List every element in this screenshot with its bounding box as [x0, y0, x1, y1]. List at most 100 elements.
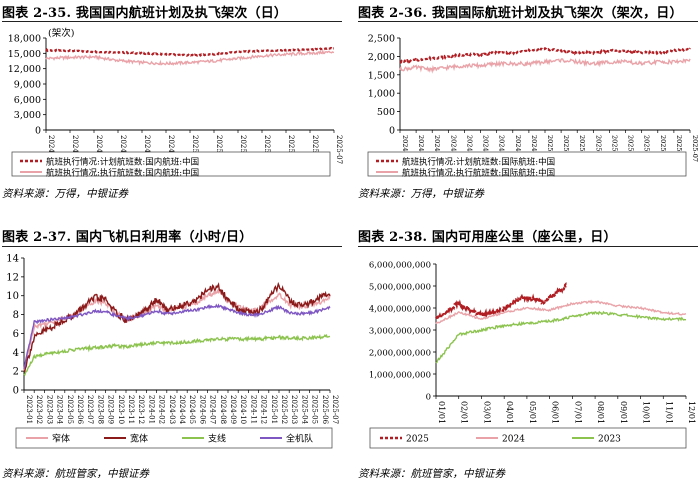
- source-2-35: 资料来源：万得，中银证券: [2, 188, 128, 200]
- y-tick-label: 3,000,000,000: [369, 327, 431, 337]
- chart-title-2-35: 图表 2-35. 我国国内航班计划及执飞架次（日）: [2, 6, 288, 21]
- x-tick-label: 2023-11: [127, 395, 135, 424]
- x-tick-label: 03/01: [482, 401, 491, 424]
- title-rule-2-37: [2, 246, 342, 247]
- x-tick-label: 2025-01: [191, 135, 199, 164]
- legend-box: [11, 151, 331, 177]
- y-tick-label: 6: [13, 329, 19, 340]
- legend-box: [15, 427, 333, 449]
- y-tick-label: 12,000: [8, 64, 41, 75]
- x-tick-label: 2024-10: [119, 135, 127, 164]
- y-tick-label: 0: [389, 126, 395, 137]
- legend-label-航班执行情况:计划航班数:国内航班:中国: 航班执行情况:计划航班数:国内航班:中国: [46, 157, 199, 168]
- x-tick-label: 2025-05: [311, 395, 319, 424]
- chart-title-2-36: 图表 2-36. 我国国际航班计划及执飞架次（架次，日）: [358, 6, 683, 21]
- series-line-航班执行情况:计划航班数:国际航班:中国: [399, 46, 691, 65]
- x-tick-label: 2024-03: [168, 395, 176, 424]
- x-tick-label: 2025-04: [627, 135, 635, 162]
- x-tick-label: 2023-01: [25, 395, 33, 424]
- x-tick-label: 2023-03: [45, 395, 53, 424]
- series-line-窄体: [23, 289, 331, 372]
- x-tick-label: 10/01: [642, 401, 651, 424]
- y-tick-label: 2: [13, 367, 19, 378]
- x-tick-label: 2025-01: [546, 135, 554, 162]
- chart-title-2-38: 图表 2-38. 国内可用座公里（座公里，日）: [358, 230, 617, 245]
- x-tick-label: 06/01: [551, 401, 560, 424]
- x-tick-label: 2023-06: [76, 395, 84, 425]
- x-tick-label: 2023-12: [137, 395, 145, 424]
- y-tick-label: 6,000,000,000: [369, 261, 431, 271]
- x-tick-label: 2024-09: [95, 135, 103, 164]
- x-tick-label: 2023-07: [86, 395, 94, 424]
- x-tick-label: 2024-12: [514, 135, 522, 162]
- x-tick-label: 09/01: [619, 401, 628, 424]
- y-tick-label: 14: [6, 254, 19, 265]
- y-tick-label: 10: [6, 291, 19, 302]
- x-tick-label: 2024-11: [249, 395, 257, 424]
- x-tick-label: 2024-11: [498, 135, 506, 162]
- x-tick-label: 2024-07: [47, 135, 55, 164]
- y-tick-label: 0: [426, 393, 431, 403]
- series-line-支线: [23, 333, 331, 377]
- chart-2-36: 0 500 1,000 1,500 2,000 2,500 2024-07 2024-08 20…: [367, 34, 699, 179]
- series-line-航班执行情况:执行航班数:国际航班:中国: [399, 57, 691, 74]
- x-tick-label: 2023-10: [117, 395, 125, 424]
- x-tick-label: 08/01: [596, 401, 605, 424]
- x-tick-label: 05/01: [528, 401, 537, 424]
- x-tick-label: 2024-08: [219, 395, 227, 424]
- y-tick-label: 6,000: [14, 95, 41, 106]
- x-tick-label: 2025-04: [300, 395, 308, 425]
- legend-box: [369, 427, 687, 449]
- x-tick-label: 2024-10: [482, 135, 490, 162]
- y-tick-label: 18,000: [8, 34, 41, 45]
- y-tick-label: 4: [13, 348, 19, 359]
- x-tick-label: 2024-01: [147, 395, 155, 424]
- legend-label-2023: 2023: [598, 435, 621, 445]
- x-tick-label: 2025-02: [215, 135, 223, 164]
- x-tick-label: 2025-02: [578, 135, 586, 162]
- x-tick-label: 12/01: [687, 401, 696, 424]
- x-tick-label: 2024-09: [229, 395, 237, 424]
- chart-title-2-37: 图表 2-37. 国内飞机日利用率（小时/日）: [2, 230, 253, 245]
- x-tick-label: 2024-11: [143, 135, 151, 164]
- y-tick-label: 2,500: [368, 34, 395, 45]
- x-tick-label: 2023-02: [35, 395, 43, 424]
- y-tick-label: 0: [35, 126, 41, 137]
- title-rule-2-38: [358, 246, 698, 247]
- y-tick-label: 3,000: [14, 110, 41, 121]
- legend-label-航班执行情况:执行航班数:国际航班:中国: 航班执行情况:执行航班数:国际航班:中国: [402, 168, 555, 179]
- legend-label-全机队: 全机队: [286, 433, 313, 445]
- series-line-宽体: [23, 281, 331, 374]
- chart-2-38: 0 1,000,000,000 2,000,000,000 3,000,000,000…: [369, 261, 696, 449]
- x-tick-label: 2025-07: [691, 135, 699, 162]
- x-tick-label: 2023-09: [107, 395, 115, 424]
- x-tick-label: 2025-03: [290, 395, 298, 424]
- x-tick-label: 2025-06: [659, 135, 667, 162]
- x-tick-label: 2025-03: [594, 135, 602, 162]
- title-rule-2-36: [358, 21, 698, 22]
- x-tick-label: 2025-05: [643, 135, 651, 162]
- x-tick-label: 2025-07: [331, 395, 339, 424]
- x-tick-label: 2025-01: [270, 395, 278, 424]
- y-tick-label: 2,000: [368, 52, 395, 63]
- x-tick-label: 2024-09: [449, 135, 457, 162]
- x-tick-label: 01/01: [437, 401, 446, 424]
- legend-box: [367, 151, 687, 177]
- y-tick-label: 1,000,000,000: [369, 371, 431, 381]
- legend-label-窄体: 窄体: [52, 433, 70, 445]
- x-tick-label: 2024-10: [239, 395, 247, 424]
- x-tick-label: 2023-05: [66, 395, 74, 424]
- y-tick-label: 1,500: [368, 70, 395, 81]
- x-tick-label: 2024-02: [158, 395, 166, 424]
- x-tick-label: 2025-06: [321, 395, 329, 425]
- x-tick-label: 2024-12: [167, 135, 175, 164]
- source-2-36: 资料来源：万得，中银证券: [358, 188, 484, 200]
- x-tick-label: 02/01: [460, 401, 469, 424]
- series-line-2024: [435, 299, 687, 325]
- series-line-全机队: [23, 303, 331, 369]
- x-tick-label: 2025-07: [335, 135, 343, 164]
- x-tick-label: 2025-06: [675, 135, 683, 162]
- x-tick-label: 11/01: [664, 401, 673, 424]
- x-tick-label: 07/01: [573, 401, 582, 424]
